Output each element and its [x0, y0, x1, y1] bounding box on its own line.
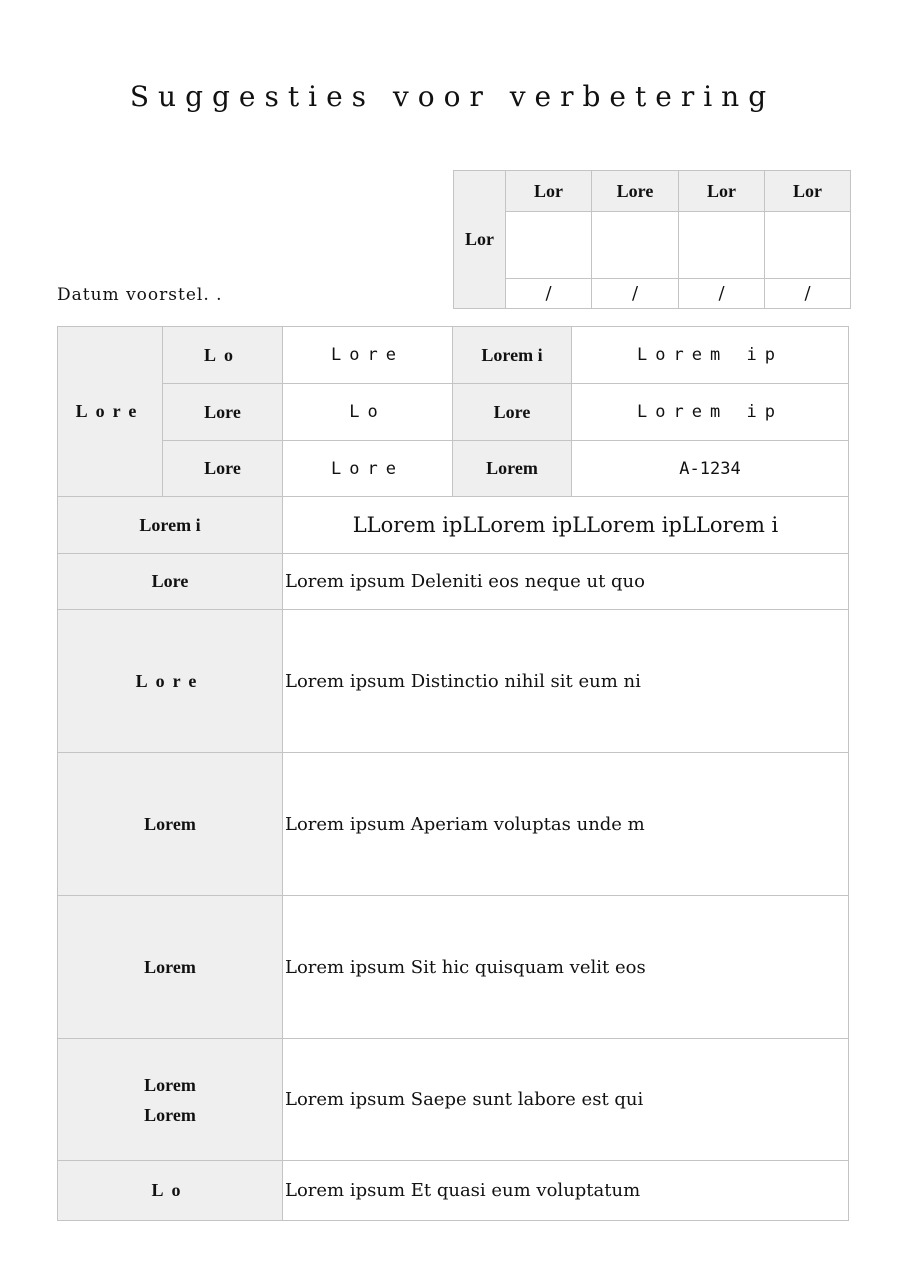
field-value[interactable]: LLorem ipLLorem ipLLorem ipLLorem i [282, 496, 849, 554]
info-label: Lorem [452, 440, 572, 497]
field-value[interactable]: Lorem ipsum Deleniti eos neque ut quo [282, 553, 849, 610]
info-label: Lore [452, 383, 572, 441]
field-label: Lorem [57, 895, 283, 1039]
approval-date[interactable]: / [678, 278, 765, 309]
approval-table: Lor Lor Lore Lor Lor / / / / [453, 170, 851, 309]
field-label: Lorem i [57, 496, 283, 554]
info-value[interactable]: Lore [282, 440, 453, 497]
stamp-cell[interactable] [591, 211, 679, 279]
field-label: Lorem [57, 752, 283, 896]
approval-header: Lore [591, 170, 679, 212]
info-value[interactable]: Lorem ip [571, 326, 849, 384]
approval-header: Lor [764, 170, 851, 212]
date-label: Datum voorstel. . [57, 285, 223, 305]
field-label: Lorem Lorem [57, 1038, 283, 1161]
stamp-cell[interactable] [764, 211, 851, 279]
stamp-cell[interactable] [678, 211, 765, 279]
info-value[interactable]: Lore [282, 326, 453, 384]
info-label: Lo [162, 326, 283, 384]
stamp-cell[interactable] [505, 211, 592, 279]
field-value[interactable]: Lorem ipsum Et quasi eum voluptatum [282, 1160, 849, 1221]
proposal-table: Lore Lo Lore Lorem i Lorem ip Lore Lo Lo… [57, 326, 849, 1221]
approval-header: Lor [678, 170, 765, 212]
approval-row-label: Lor [453, 170, 506, 309]
field-label: Lore [57, 553, 283, 610]
info-label: Lorem i [452, 326, 572, 384]
approval-date[interactable]: / [505, 278, 592, 309]
field-value[interactable]: Lorem ipsum Saepe sunt labore est qui [282, 1038, 849, 1161]
info-group-label: Lore [57, 326, 163, 497]
field-value[interactable]: Lorem ipsum Aperiam voluptas unde m [282, 752, 849, 896]
field-label: Lo [57, 1160, 283, 1221]
field-label: Lore [57, 609, 283, 753]
field-value[interactable]: Lorem ipsum Distinctio nihil sit eum ni [282, 609, 849, 753]
page-title: Suggesties voor verbetering [129, 80, 776, 113]
approval-date[interactable]: / [764, 278, 851, 309]
info-value[interactable]: Lorem ip [571, 383, 849, 441]
field-label-line: Lorem [144, 1104, 196, 1125]
info-label: Lore [162, 440, 283, 497]
info-value[interactable]: A-1234 [571, 440, 849, 497]
field-value[interactable]: Lorem ipsum Sit hic quisquam velit eos [282, 895, 849, 1039]
info-label: Lore [162, 383, 283, 441]
approval-date[interactable]: / [591, 278, 679, 309]
approval-header: Lor [505, 170, 592, 212]
info-value[interactable]: Lo [282, 383, 453, 441]
field-label-line: Lorem [144, 1074, 196, 1095]
